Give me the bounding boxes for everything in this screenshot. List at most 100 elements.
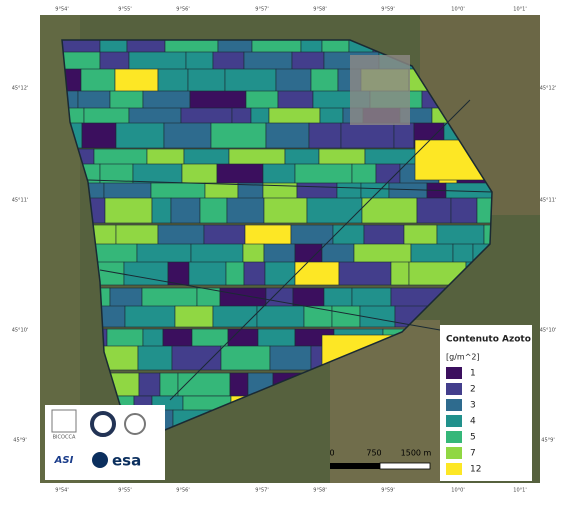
left-tick-label: 45°12' bbox=[12, 86, 29, 92]
legend-swatch bbox=[446, 463, 462, 475]
legend-label: 5 bbox=[470, 433, 476, 443]
asi-logo: ASI bbox=[54, 455, 74, 466]
bottom-tick-label: 9°58' bbox=[313, 488, 326, 494]
field bbox=[124, 305, 176, 328]
field bbox=[199, 197, 228, 224]
legend-swatch bbox=[446, 431, 462, 443]
field bbox=[137, 345, 173, 371]
field bbox=[323, 287, 353, 309]
field bbox=[393, 122, 415, 149]
bottom-tick-label: 9°55' bbox=[118, 488, 131, 494]
top-tick-label: 9°57' bbox=[255, 7, 268, 13]
scale-label: 750 bbox=[366, 449, 381, 458]
field bbox=[157, 68, 189, 96]
field bbox=[188, 261, 227, 286]
legend-swatch bbox=[446, 383, 462, 395]
scale-bar bbox=[379, 462, 431, 470]
field bbox=[163, 122, 212, 149]
field bbox=[123, 261, 169, 286]
field bbox=[483, 224, 492, 249]
field bbox=[308, 122, 342, 149]
field bbox=[265, 122, 310, 149]
field bbox=[361, 197, 418, 224]
field bbox=[174, 305, 214, 328]
legend-swatch bbox=[446, 447, 462, 459]
left-tick-label: 45°9' bbox=[13, 438, 26, 444]
field bbox=[450, 197, 478, 224]
field bbox=[476, 197, 492, 224]
town bbox=[350, 55, 410, 125]
bottom-tick-label: 9°59' bbox=[381, 488, 394, 494]
field bbox=[104, 197, 153, 224]
field bbox=[226, 197, 265, 224]
field bbox=[303, 305, 333, 328]
scale-bar bbox=[330, 463, 380, 469]
field bbox=[138, 372, 161, 397]
legend-label: 1 bbox=[470, 369, 476, 379]
field bbox=[263, 197, 308, 224]
bottom-tick-label: 9°57' bbox=[255, 488, 268, 494]
legend-swatch bbox=[446, 399, 462, 411]
left-tick-label: 45°10' bbox=[12, 328, 29, 334]
scale-label: 0 bbox=[329, 449, 334, 458]
field bbox=[159, 372, 179, 397]
esa-logo: esa bbox=[112, 452, 141, 470]
bottom-tick-label: 10°0' bbox=[451, 488, 464, 494]
top-tick-label: 9°56' bbox=[176, 7, 189, 13]
field bbox=[224, 68, 277, 96]
right-tick-label: 45°10' bbox=[540, 328, 557, 334]
top-tick-label: 9°55' bbox=[118, 7, 131, 13]
bottom-tick-label: 9°56' bbox=[176, 488, 189, 494]
logo-box bbox=[45, 405, 165, 480]
field bbox=[351, 287, 392, 309]
bicocca-text: BICOCCA bbox=[53, 435, 76, 441]
field bbox=[340, 122, 395, 149]
field bbox=[81, 122, 117, 149]
field bbox=[187, 68, 226, 96]
top-tick-label: 9°59' bbox=[381, 7, 394, 13]
field bbox=[264, 261, 296, 286]
road bbox=[87, 179, 493, 193]
field bbox=[256, 305, 305, 328]
road bbox=[99, 269, 441, 331]
field bbox=[115, 122, 165, 149]
field bbox=[390, 261, 410, 286]
legend-title: Contenuto Azoto bbox=[446, 335, 531, 345]
right-tick-label: 45°9' bbox=[541, 438, 554, 444]
legend-label: 2 bbox=[470, 385, 476, 395]
cnr-logo bbox=[90, 411, 116, 437]
coordinate-ticks: 9°54' 9°55' 9°56' 9°57' 9°58' 9°59' 10°0' 10°1'… bbox=[12, 7, 557, 494]
field bbox=[171, 345, 222, 371]
bicocca-logo bbox=[51, 409, 77, 433]
legend-swatch bbox=[446, 367, 462, 379]
field bbox=[229, 372, 249, 397]
field bbox=[141, 287, 198, 309]
field bbox=[338, 261, 392, 286]
legend-unit: [g/m^2] bbox=[446, 353, 480, 362]
left-tick-label: 45°11' bbox=[12, 198, 29, 204]
legend-label: 3 bbox=[470, 401, 476, 411]
legend-label: 4 bbox=[470, 417, 476, 427]
field bbox=[225, 261, 245, 286]
legend-swatch bbox=[446, 415, 462, 427]
irea-logo bbox=[124, 413, 146, 435]
field bbox=[220, 345, 271, 371]
field bbox=[416, 197, 452, 224]
right-tick-label: 45°11' bbox=[540, 198, 557, 204]
scale-label: 1500 m bbox=[401, 449, 432, 458]
field bbox=[109, 287, 143, 309]
field bbox=[306, 197, 363, 224]
field bbox=[114, 68, 159, 96]
legend-label: 7 bbox=[470, 449, 476, 459]
field bbox=[331, 305, 361, 328]
field bbox=[170, 197, 201, 224]
field bbox=[167, 261, 190, 286]
top-tick-label: 10°1' bbox=[513, 7, 526, 13]
top-tick-label: 9°54' bbox=[55, 7, 68, 13]
top-tick-label: 9°58' bbox=[313, 7, 326, 13]
bottom-tick-label: 10°1' bbox=[513, 488, 526, 494]
field bbox=[243, 261, 266, 286]
field bbox=[294, 261, 340, 286]
